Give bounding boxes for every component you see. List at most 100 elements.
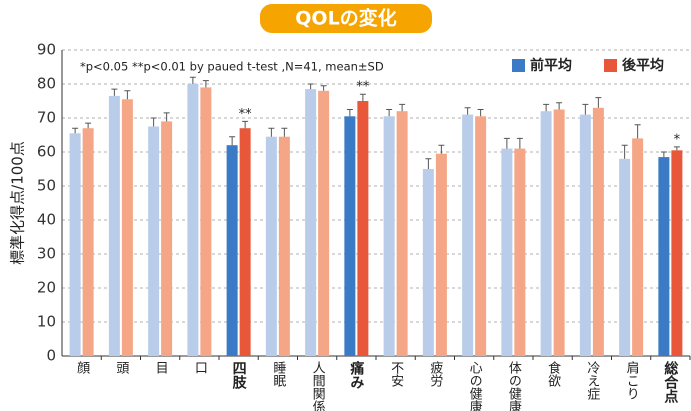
bar <box>200 87 212 357</box>
bar <box>501 148 513 356</box>
bar <box>187 84 199 356</box>
error-bar <box>543 103 550 112</box>
bar <box>344 116 356 356</box>
bar <box>396 111 408 356</box>
error-bar <box>359 93 366 101</box>
bar <box>671 150 683 356</box>
error-bar <box>399 103 406 112</box>
x-tick-label: 睡眠 <box>270 361 286 388</box>
y-tick-label: 50 <box>37 177 56 195</box>
error-bar <box>582 103 589 115</box>
error-bar <box>163 112 170 122</box>
error-bar <box>556 102 563 110</box>
y-tick-label: 40 <box>37 211 56 229</box>
bar <box>579 114 591 356</box>
y-axis-label: 標準化得点/100点 <box>9 141 27 265</box>
error-bar <box>503 137 510 149</box>
bar <box>435 153 447 356</box>
error-bar <box>634 124 641 139</box>
bar <box>540 111 552 356</box>
bar <box>278 136 290 356</box>
y-tick-label: 30 <box>37 245 56 263</box>
bar <box>357 101 369 356</box>
legend-label: 前平均 <box>530 57 572 74</box>
error-bar <box>595 97 602 108</box>
bar <box>592 107 604 356</box>
error-bar <box>673 146 680 151</box>
bar <box>462 114 474 356</box>
bar <box>619 158 631 356</box>
error-bar <box>72 127 79 134</box>
x-tick-label: 目 <box>153 361 168 374</box>
error-bar <box>242 120 249 129</box>
y-tick-label: 70 <box>37 109 56 127</box>
error-bar <box>346 109 353 117</box>
x-tick-label: 疲労 <box>427 360 443 387</box>
title-banner <box>260 4 432 33</box>
error-bar <box>464 107 471 115</box>
x-tick-label: 総合点 <box>662 360 678 404</box>
chart-title: QOLの変化 <box>295 7 396 30</box>
error-bar <box>202 80 209 88</box>
y-tick-label: 60 <box>37 143 56 161</box>
error-bar <box>621 144 628 159</box>
x-tick-label: 四肢 <box>231 361 247 390</box>
error-bar <box>124 90 131 100</box>
bar <box>383 116 395 356</box>
error-bar <box>268 127 275 137</box>
bar <box>161 121 173 357</box>
error-bar <box>438 144 445 154</box>
bar <box>553 109 565 356</box>
error-bar <box>189 76 196 84</box>
bar <box>514 148 526 356</box>
error-bar <box>516 137 523 149</box>
x-tick-label: 口 <box>192 361 207 374</box>
x-tick-label: 肩こり <box>624 360 640 400</box>
bar <box>148 126 160 356</box>
error-bar <box>281 127 288 137</box>
x-tick-label: 頭 <box>113 361 129 374</box>
x-tick-label: 人間関係 <box>310 361 326 411</box>
note: *p<0.05 **p<0.01 by paued t-test ,N=41, … <box>80 60 384 74</box>
x-tick-label: 不安 <box>388 361 404 387</box>
x-tick-label: 冷え症 <box>584 361 600 400</box>
error-bar <box>386 109 393 117</box>
error-bar <box>660 151 667 158</box>
bar <box>108 95 120 357</box>
x-tick-label: 顔 <box>74 361 90 374</box>
y-tick-label: 0 <box>46 347 56 365</box>
error-bar <box>150 117 157 127</box>
x-tick-label: 心の健康 <box>467 361 483 411</box>
error-bar <box>229 136 236 146</box>
error-bar <box>320 85 327 91</box>
bar <box>475 116 487 356</box>
legend-label: 後平均 <box>622 57 664 74</box>
y-tick-label: 10 <box>37 313 56 331</box>
bar <box>422 169 434 356</box>
bar <box>121 99 133 357</box>
bar <box>239 128 251 356</box>
error-bar <box>307 83 314 90</box>
bar <box>69 133 81 356</box>
x-tick-label: 食欲 <box>545 360 561 387</box>
legend-swatch <box>512 59 525 72</box>
error-bar <box>85 122 92 129</box>
x-tick-label: 痛み <box>348 360 365 389</box>
bar <box>305 89 317 356</box>
annotation: ** <box>239 107 253 122</box>
bar <box>318 90 330 357</box>
y-tick-label: 20 <box>37 279 56 297</box>
error-bar <box>477 109 484 117</box>
error-bar <box>111 88 118 96</box>
legend-swatch <box>604 59 617 72</box>
annotation: * <box>674 132 681 147</box>
bar <box>265 136 277 356</box>
bar <box>632 138 644 356</box>
y-tick-label: 80 <box>37 75 56 93</box>
bar <box>226 145 238 356</box>
bar <box>658 157 670 356</box>
error-bar <box>425 158 432 169</box>
x-tick-label: 体の健康 <box>506 361 522 411</box>
bar <box>82 128 94 356</box>
